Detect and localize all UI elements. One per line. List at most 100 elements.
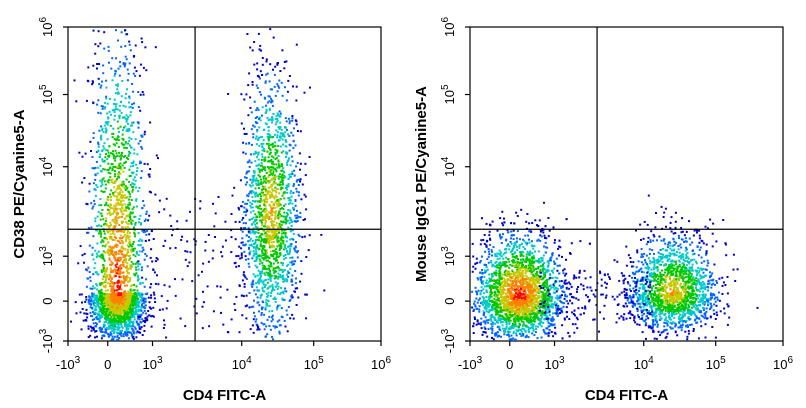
event-point — [120, 95, 123, 98]
event-point — [120, 142, 123, 145]
event-point — [104, 251, 107, 254]
event-point — [114, 70, 117, 73]
event-point — [269, 280, 272, 282]
event-point — [257, 108, 260, 111]
event-point — [254, 195, 257, 198]
x-tick-label: 103 — [142, 355, 162, 372]
event-point — [109, 124, 112, 127]
event-point — [91, 287, 94, 290]
event-point — [284, 256, 287, 259]
event-point — [107, 295, 109, 298]
event-point — [290, 261, 293, 264]
event-point — [285, 60, 288, 63]
event-point — [263, 245, 266, 248]
event-point — [93, 304, 95, 307]
event-point — [131, 328, 134, 331]
event-point — [116, 88, 119, 91]
event-point — [539, 269, 542, 272]
event-point — [244, 276, 247, 279]
event-point — [141, 135, 144, 138]
event-point — [274, 231, 277, 234]
event-point — [288, 175, 291, 178]
event-point — [269, 169, 272, 172]
event-point — [255, 231, 258, 234]
event-point — [85, 298, 88, 301]
event-point — [280, 163, 283, 166]
event-point — [280, 207, 283, 209]
event-point — [110, 293, 113, 296]
event-point — [154, 46, 157, 49]
event-point — [288, 300, 291, 302]
event-point — [282, 242, 285, 245]
event-point — [107, 162, 110, 165]
event-point — [102, 307, 105, 309]
event-point — [141, 207, 144, 210]
event-point — [299, 280, 302, 283]
event-point — [269, 185, 272, 188]
event-point — [260, 93, 262, 96]
event-point — [105, 223, 108, 226]
event-point — [80, 293, 83, 296]
event-point — [95, 271, 98, 274]
event-point — [250, 192, 253, 195]
event-point — [230, 229, 233, 232]
event-point — [254, 238, 257, 241]
event-point — [128, 62, 131, 65]
event-point — [114, 172, 117, 175]
event-point — [285, 151, 287, 154]
event-point — [287, 202, 290, 205]
event-point — [304, 162, 307, 165]
event-point — [239, 257, 242, 260]
event-point — [539, 230, 542, 233]
event-point — [249, 328, 252, 331]
event-point — [162, 245, 165, 247]
event-point — [502, 277, 505, 280]
event-point — [251, 231, 254, 234]
event-point — [115, 253, 118, 256]
event-point — [277, 113, 280, 116]
event-point — [148, 190, 151, 193]
event-point — [154, 301, 157, 303]
event-point — [255, 244, 258, 247]
event-point — [109, 237, 112, 240]
event-point — [260, 321, 263, 324]
event-point — [259, 175, 262, 178]
event-point — [124, 45, 127, 48]
event-point — [274, 94, 277, 97]
event-point — [121, 185, 124, 188]
event-point — [282, 255, 285, 258]
event-point — [126, 206, 129, 208]
event-point — [103, 180, 106, 183]
event-point — [286, 184, 289, 187]
event-point — [119, 65, 122, 68]
event-point — [272, 267, 275, 270]
event-point — [532, 269, 535, 272]
event-point — [164, 239, 167, 242]
event-point — [107, 294, 110, 297]
event-point — [135, 70, 138, 73]
event-point — [553, 241, 556, 244]
event-point — [250, 128, 253, 131]
event-point — [105, 293, 108, 295]
event-point — [273, 196, 276, 199]
event-point — [140, 63, 143, 66]
event-point — [278, 184, 281, 187]
event-point — [256, 107, 259, 109]
event-point — [91, 318, 94, 321]
event-point — [259, 197, 262, 200]
event-point — [117, 317, 120, 320]
event-point — [135, 199, 138, 202]
event-point — [101, 80, 103, 83]
event-point — [96, 303, 99, 306]
event-point — [105, 86, 108, 89]
event-point — [125, 276, 128, 278]
event-point — [257, 211, 260, 214]
event-point — [108, 257, 111, 260]
event-point — [286, 264, 288, 267]
event-point — [546, 291, 549, 294]
event-point — [126, 250, 129, 253]
event-point — [148, 214, 151, 217]
event-point — [245, 176, 248, 179]
event-point — [273, 249, 276, 252]
event-point — [140, 37, 143, 40]
